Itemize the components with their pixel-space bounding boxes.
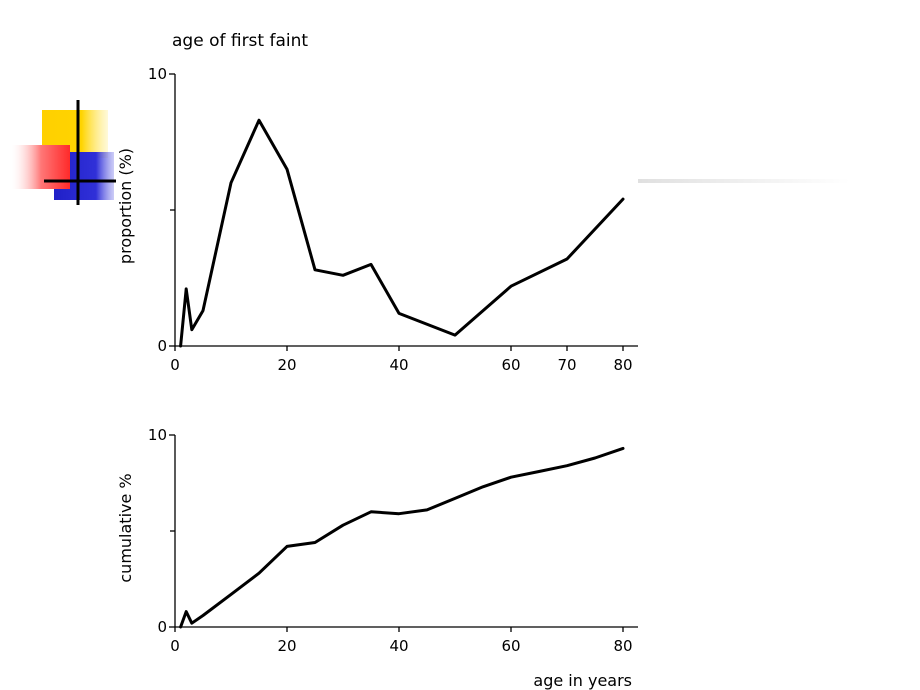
x-tick-label: 40 [389,637,408,655]
x-tick-label: 80 [613,637,632,655]
decorative-rule [638,179,850,183]
x-axis-label: age in years [533,671,632,690]
y-tick-label: 10 [148,65,167,83]
y-tick-label: 10 [148,426,167,444]
y-axis-label: cumulative % [116,473,135,582]
y-tick-label: 0 [157,337,167,355]
series-line [179,118,625,348]
x-tick-label: 0 [170,637,180,655]
chart-title: age of first faint [172,31,308,51]
chart-cumulative-percent: cumulative % age in years 0 10 0 20 40 60 80 [116,426,638,690]
x-tick-label: 70 [557,356,576,374]
x-tick-label: 60 [501,637,520,655]
x-tick-label: 20 [277,637,296,655]
series-line [179,446,625,629]
x-tick-label: 0 [170,356,180,374]
x-tick-label: 60 [501,356,520,374]
x-tick-label: 80 [613,356,632,374]
y-tick-label: 0 [157,618,167,636]
slide-logo-ornament [12,100,116,205]
y-axis-label: proportion (%) [116,148,135,264]
x-tick-label: 40 [389,356,408,374]
chart-first-faint-proportion: age of first faint proportion (%) 0 10 0 20… [116,31,638,374]
x-tick-label: 20 [277,356,296,374]
